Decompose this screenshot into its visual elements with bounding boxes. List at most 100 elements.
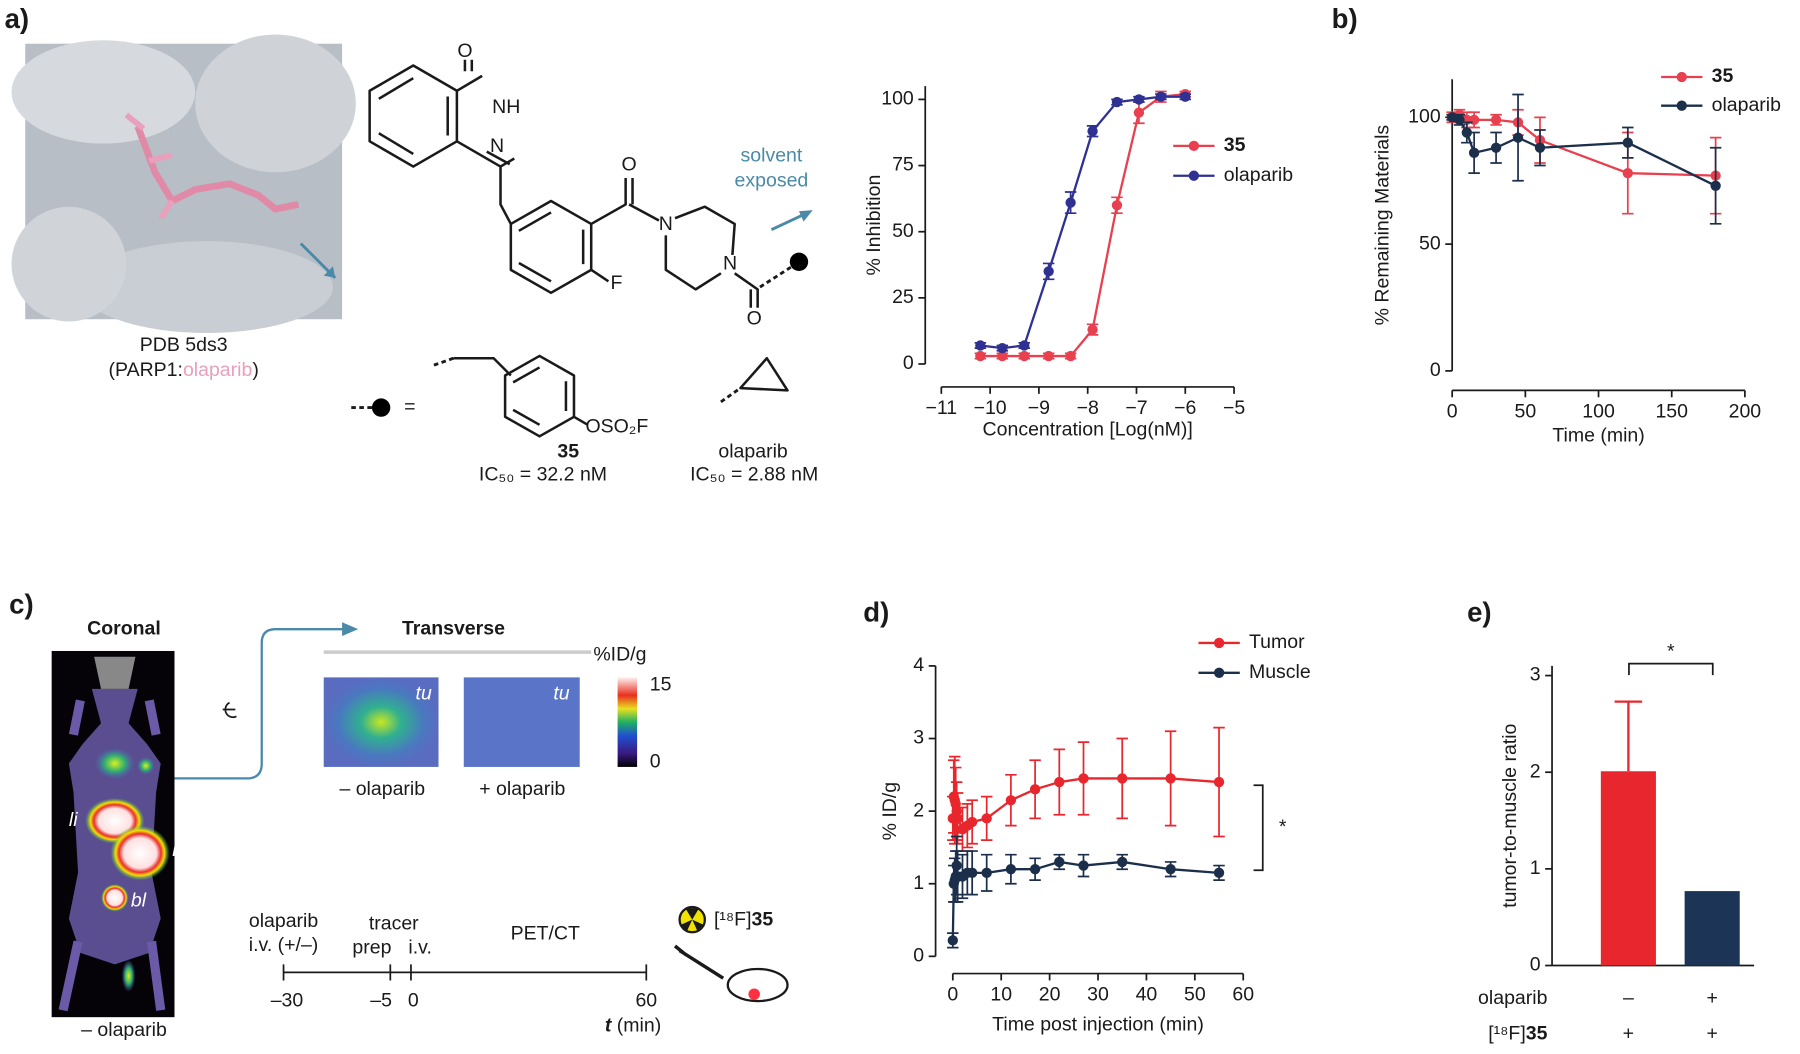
data-point	[947, 935, 958, 946]
data-point	[1043, 350, 1054, 362]
x-tick-label: 60	[1232, 984, 1254, 1006]
arrow-head	[798, 210, 813, 222]
data-point	[1019, 350, 1030, 362]
series-line	[951, 860, 1220, 941]
x-tick-label: −9	[1028, 397, 1050, 419]
image-caption: – olaparib	[81, 1019, 167, 1041]
tracer-label: [¹⁸F]35	[714, 909, 773, 931]
connector	[174, 628, 345, 780]
annotation: exposed	[735, 170, 809, 192]
intestine-uptake	[110, 825, 170, 881]
x-tick-label: 30	[1087, 984, 1109, 1006]
timeline-step: i.v. (+/–)	[249, 934, 319, 956]
y-tick-label: 25	[892, 286, 914, 308]
organ-label: li	[69, 809, 78, 831]
timeline-tick	[282, 964, 648, 981]
y-tick-label: 1	[913, 872, 924, 894]
legend-marker	[1676, 71, 1687, 83]
legend-marker	[1213, 667, 1225, 678]
data-point	[1622, 167, 1633, 179]
compound-name: 35	[557, 441, 579, 463]
data-point	[951, 860, 962, 871]
data-point	[1054, 776, 1065, 788]
row-label-part: olaparib	[1478, 987, 1548, 1009]
arrow	[770, 212, 807, 231]
panel-label: b)	[1332, 3, 1358, 34]
x-tick-label: −7	[1125, 397, 1147, 419]
data-point	[1490, 142, 1502, 153]
bond	[456, 74, 515, 225]
bond	[509, 199, 593, 295]
timeline	[282, 905, 789, 1003]
bond	[590, 178, 660, 226]
surface-lobe	[80, 241, 333, 333]
image-title: Transverse	[402, 617, 505, 639]
y-tick-label: 3	[913, 727, 924, 749]
y-tick-label: 1	[1530, 857, 1541, 879]
row-label: [¹⁸F]35	[1488, 1023, 1547, 1045]
transverse-image	[323, 677, 439, 767]
arrow-head	[323, 266, 336, 278]
tumor-uptake	[136, 756, 155, 775]
row-value: +	[1706, 1023, 1717, 1045]
x-tick-label: 150	[1655, 400, 1688, 422]
data-point	[1029, 784, 1041, 795]
y-tick-label: 0	[913, 944, 924, 966]
legend-label: Muscle	[1249, 661, 1311, 683]
data-point	[1180, 91, 1191, 102]
nose-cone	[94, 656, 136, 689]
x-tick-label: 50	[1514, 400, 1536, 422]
timeline-tick-label: 0	[408, 989, 419, 1011]
mouse-tumor	[748, 988, 760, 1000]
syringe	[673, 944, 725, 980]
x-tick-label: 100	[1582, 400, 1615, 422]
x-tick-label: 200	[1729, 400, 1762, 422]
organ-label: tu	[553, 683, 569, 705]
error-bar	[1614, 700, 1643, 772]
legend-marker	[1188, 170, 1200, 181]
equals: =	[404, 396, 415, 418]
heart-uptake	[94, 747, 136, 780]
atom: NH	[492, 96, 520, 118]
caption: (PARP1:olaparib)	[109, 359, 259, 381]
caption-part: (PARP1:	[109, 359, 183, 381]
y-tick-label: 0	[903, 352, 914, 374]
timeline-step: olaparib	[249, 910, 319, 932]
data-point	[1117, 773, 1128, 784]
atom: N	[659, 213, 673, 235]
x-tick-label: 0	[947, 984, 958, 1006]
data-point	[1065, 197, 1076, 208]
image-caption: – olaparib	[339, 778, 425, 800]
data-point	[967, 816, 978, 828]
legend-label: 35	[1712, 65, 1734, 87]
data-point	[981, 867, 992, 879]
data-point	[1078, 860, 1089, 871]
atom: OSO₂F	[585, 415, 648, 437]
caption: PDB 5ds3	[140, 334, 228, 356]
colorbar-unit: %ID/g	[593, 644, 646, 666]
ic50: IC₅₀ = 2.88 nM	[690, 463, 818, 485]
significance-bracket	[1628, 662, 1714, 676]
data-point	[1087, 125, 1098, 137]
organ-label: tu	[416, 683, 432, 705]
legend-label: olaparib	[1712, 94, 1782, 116]
x-tick-label: 10	[990, 984, 1012, 1006]
series-line	[980, 92, 1186, 358]
caption-part: )	[252, 359, 259, 381]
x-axis-label: Time post injection (min)	[992, 1013, 1204, 1035]
x-tick-label: 40	[1136, 984, 1158, 1006]
legend-label: 35	[1224, 134, 1246, 156]
data-point	[1133, 94, 1145, 105]
image-title: Coronal	[87, 617, 161, 639]
bar	[1684, 891, 1740, 966]
dashed-bond	[720, 386, 742, 404]
annotation: solvent	[741, 144, 803, 166]
legend-label: Tumor	[1249, 631, 1305, 653]
colorbar	[617, 677, 638, 767]
panel-label: e)	[1467, 597, 1492, 628]
atom: O	[747, 307, 762, 329]
data-point	[1534, 142, 1546, 153]
timeline-step: i.v.	[408, 936, 431, 958]
timeline-tick-label: 60	[635, 989, 657, 1011]
